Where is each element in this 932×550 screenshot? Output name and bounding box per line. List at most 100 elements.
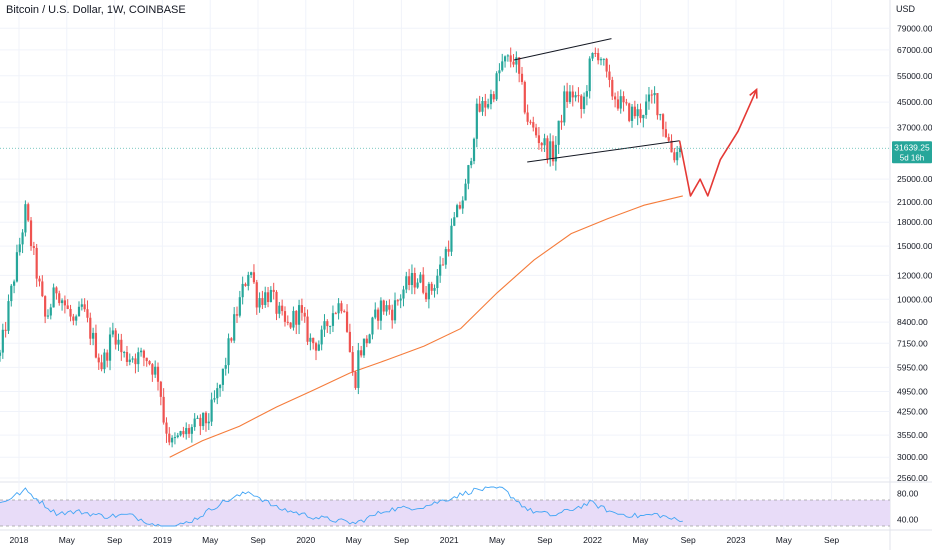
candle-body bbox=[83, 304, 86, 310]
candle-body bbox=[15, 252, 19, 282]
x-tick-label: Sep bbox=[537, 535, 552, 545]
candle-body bbox=[568, 91, 572, 102]
y-tick-label: 25000.00 bbox=[897, 174, 932, 184]
currency-label: USD bbox=[896, 4, 916, 14]
candle-body bbox=[580, 95, 583, 110]
candle-body bbox=[563, 91, 566, 123]
y-tick-label: 45000.00 bbox=[897, 97, 932, 107]
candle-body bbox=[678, 148, 682, 153]
price-axis[interactable]: 79000.00 67000.00 55000.00 45000.00 37000.00… bbox=[897, 23, 932, 483]
candle-body bbox=[117, 339, 120, 345]
candle-body bbox=[49, 307, 52, 316]
candle-body bbox=[436, 275, 439, 289]
candle-body bbox=[120, 339, 123, 353]
x-tick-label: 2020 bbox=[296, 535, 315, 545]
candle-body bbox=[69, 308, 72, 317]
price-tag-countdown: 5d 16h bbox=[900, 153, 924, 162]
candle-body bbox=[193, 418, 196, 428]
candle-body bbox=[264, 292, 267, 305]
candle-body bbox=[297, 305, 301, 325]
candle-body bbox=[376, 309, 380, 321]
price-tag-value: 31639.25 bbox=[894, 142, 930, 152]
y-tick-label: 4250.00 bbox=[897, 407, 928, 417]
candle-body bbox=[670, 140, 673, 153]
candle-body bbox=[213, 398, 216, 400]
x-tick-label: 2021 bbox=[440, 535, 459, 545]
moving-average-line bbox=[169, 195, 683, 458]
candle-body bbox=[625, 102, 628, 104]
candle-body bbox=[241, 283, 244, 298]
candle-body bbox=[551, 141, 555, 162]
candle-body bbox=[588, 58, 591, 92]
candle-body bbox=[574, 95, 577, 98]
candle-body bbox=[75, 316, 78, 321]
candle-body bbox=[196, 417, 199, 419]
candle-body bbox=[303, 312, 306, 317]
candle-body bbox=[639, 109, 642, 119]
candle-body bbox=[396, 300, 399, 302]
candle-body bbox=[125, 352, 129, 362]
candle-body bbox=[659, 114, 662, 116]
candle-body bbox=[137, 352, 140, 365]
candle-body bbox=[292, 310, 295, 328]
x-tick-label: May bbox=[59, 535, 76, 545]
candle-body bbox=[537, 135, 541, 144]
candle-body bbox=[419, 274, 422, 283]
candle-body bbox=[498, 70, 501, 74]
candle-body bbox=[238, 297, 241, 316]
rsi-band bbox=[0, 500, 890, 526]
candle-body bbox=[503, 56, 507, 62]
y-tick-label: 10000.00 bbox=[897, 294, 932, 304]
candle-body bbox=[447, 249, 450, 252]
channel-lower-line bbox=[527, 140, 680, 163]
candle-body bbox=[611, 79, 614, 97]
candle-body bbox=[368, 334, 371, 344]
candle-body bbox=[154, 366, 157, 375]
candle-body bbox=[676, 152, 679, 161]
candle-body bbox=[300, 305, 304, 313]
candle-body bbox=[597, 53, 600, 61]
candle-body bbox=[464, 183, 467, 201]
candle-body bbox=[281, 305, 284, 312]
candle-body bbox=[266, 292, 270, 303]
candle-body bbox=[345, 311, 349, 332]
candle-body bbox=[283, 311, 287, 322]
candle-body bbox=[108, 334, 112, 361]
candle-body bbox=[549, 141, 552, 159]
candle-body bbox=[334, 313, 337, 315]
time-axis[interactable]: 2018 May Sep 2019 May Sep 2020 May Sep 2021 May Sep… bbox=[10, 535, 840, 545]
candle-body bbox=[650, 94, 653, 96]
x-tick-label: Sep bbox=[250, 535, 265, 545]
candle-body bbox=[224, 365, 227, 369]
candle-body bbox=[35, 247, 38, 279]
candle-body bbox=[515, 57, 518, 65]
x-tick-label: May bbox=[632, 535, 649, 545]
candle-body bbox=[244, 283, 247, 286]
rsi-line bbox=[0, 486, 683, 527]
candle-body bbox=[467, 165, 470, 184]
candle-body bbox=[410, 272, 414, 286]
drawings bbox=[513, 38, 758, 197]
candle-body bbox=[566, 91, 569, 102]
candle-body bbox=[472, 138, 476, 162]
candle-body bbox=[487, 104, 490, 108]
candle-body bbox=[362, 338, 366, 356]
candle-body bbox=[481, 101, 484, 112]
candle-body bbox=[168, 433, 171, 443]
candle-body bbox=[331, 313, 335, 326]
candle-body bbox=[216, 388, 219, 399]
candle-body bbox=[230, 338, 233, 341]
candle-body bbox=[156, 366, 160, 382]
candle-body bbox=[221, 368, 225, 385]
candle-body bbox=[340, 303, 343, 312]
candle-body bbox=[72, 316, 75, 321]
candle-body bbox=[190, 427, 193, 434]
candle-body bbox=[182, 431, 185, 435]
y-tick-label: 12000.00 bbox=[897, 270, 932, 280]
candle-body bbox=[642, 114, 645, 119]
candle-body bbox=[577, 95, 580, 97]
candle-body bbox=[492, 94, 495, 100]
ma-200w-line bbox=[169, 195, 683, 458]
